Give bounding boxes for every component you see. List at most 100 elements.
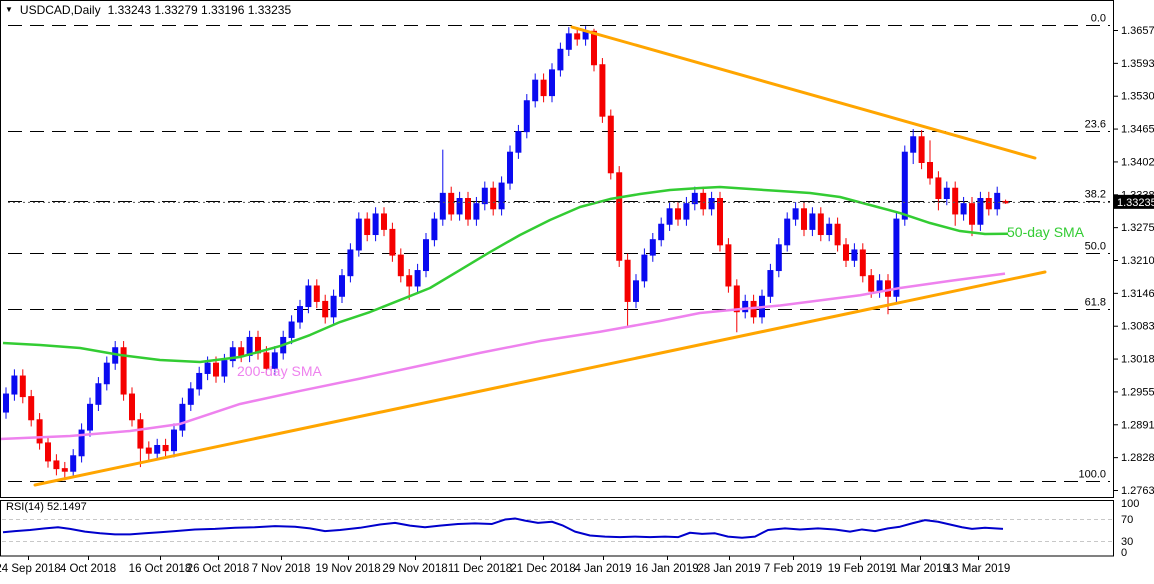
candle	[515, 124, 522, 159]
dropdown-arrow-icon[interactable]: ▼	[5, 5, 13, 14]
rsi-scale-label: 0	[1121, 547, 1127, 559]
candle	[456, 191, 463, 221]
candle	[775, 238, 782, 278]
candle	[809, 207, 816, 237]
price-axis-label: 1.34655	[1121, 124, 1154, 136]
candle	[330, 289, 337, 324]
price-axis[interactable]: 1.365751.359301.353001.346551.340251.333…	[8, 25, 1154, 497]
candle	[784, 212, 791, 252]
candle	[901, 145, 908, 226]
candle	[297, 299, 303, 329]
candle	[649, 232, 656, 262]
candle	[179, 397, 186, 437]
candle	[540, 73, 547, 103]
candle	[305, 279, 312, 314]
candle	[288, 315, 295, 345]
rsi-pane-border	[0, 500, 1114, 557]
date-axis-label: 1 Mar 2019	[891, 563, 949, 575]
candle	[162, 438, 169, 458]
trendlines-layer[interactable]	[33, 25, 1047, 487]
candle	[943, 181, 950, 206]
candle	[557, 42, 564, 77]
candle	[129, 387, 135, 427]
candle	[103, 356, 110, 391]
candle	[532, 73, 539, 108]
candle	[120, 341, 127, 401]
date-axis-label: 7 Feb 2019	[764, 563, 822, 575]
candle	[523, 94, 530, 139]
price-axis-label: 1.30185	[1121, 354, 1154, 366]
candle	[271, 346, 278, 375]
sma50-label[interactable]: 50-day SMA	[1007, 224, 1085, 240]
candle	[565, 27, 572, 56]
ascending-support-trendline[interactable]	[33, 270, 1047, 487]
candle	[725, 238, 732, 293]
candle	[616, 166, 623, 267]
price-axis-label: 1.32750	[1121, 222, 1154, 234]
candle	[347, 243, 354, 283]
rsi-scale-label: 70	[1121, 514, 1133, 526]
current-price-value: 1.33235	[1117, 197, 1154, 209]
candle	[36, 413, 43, 450]
candle	[481, 181, 488, 211]
candle	[364, 212, 371, 242]
candle	[423, 232, 429, 278]
candle	[154, 438, 161, 460]
candle	[372, 207, 379, 242]
candle	[389, 222, 396, 262]
date-axis-label: 28 Jan 2019	[697, 563, 760, 575]
candle	[817, 207, 824, 242]
candle	[969, 196, 975, 237]
candle	[246, 330, 253, 363]
candle	[859, 243, 866, 283]
candle	[801, 202, 807, 237]
fib-level-label: 50.0	[1085, 241, 1106, 253]
candle	[11, 369, 18, 401]
candle	[45, 436, 51, 468]
rsi-pane[interactable]: 100 70 300	[2, 498, 1139, 559]
candle	[414, 263, 421, 293]
candle	[439, 149, 446, 226]
candle	[717, 191, 723, 252]
price-axis-label: 1.31460	[1121, 288, 1154, 300]
descending-resistance-trendline[interactable]	[570, 25, 1037, 160]
candle	[87, 397, 93, 437]
candle	[322, 294, 329, 324]
candle	[591, 28, 597, 72]
rsi-scale-label: 30	[1121, 536, 1133, 548]
ohlc-quote: 1.33243 1.33279 1.33196 1.33235	[107, 3, 292, 17]
candle	[767, 263, 774, 303]
sma200-label[interactable]: 200-day SMA	[237, 363, 322, 379]
fib-level-label: 38.2	[1085, 188, 1106, 200]
rsi-scale-label: 100	[1121, 498, 1139, 510]
date-axis-label: 4 Jan 2019	[575, 563, 632, 575]
fib-level-label: 100.0	[1078, 468, 1106, 480]
candle	[885, 274, 891, 315]
candle	[381, 207, 387, 237]
symbol-header: ▼ USDCAD,Daily 1.33243 1.33279 1.33196 1.3…	[5, 3, 291, 17]
candle	[952, 181, 959, 226]
candle	[994, 186, 1001, 216]
candle	[876, 274, 883, 298]
date-axis-label: 24 Sep 2018	[0, 563, 61, 575]
date-axis-label: 7 Nov 2018	[252, 563, 311, 575]
price-axis-label: 1.32105	[1121, 255, 1154, 267]
candle	[498, 176, 505, 216]
candle	[171, 423, 177, 458]
sma50-line	[2, 185, 1009, 364]
candle	[935, 171, 942, 211]
candle	[960, 196, 967, 221]
candle	[431, 212, 438, 247]
candle	[985, 191, 992, 216]
candle	[700, 186, 707, 216]
candle	[792, 202, 799, 226]
price-axis-label: 1.36575	[1121, 25, 1154, 37]
candle	[406, 269, 413, 300]
date-axis-label: 26 Oct 2018	[187, 563, 250, 575]
fib-retracement-tool[interactable]: 0.0 23.6 38.2 50.0 61.8 100.0	[8, 13, 1110, 482]
candle	[137, 413, 144, 468]
candle	[607, 109, 614, 180]
